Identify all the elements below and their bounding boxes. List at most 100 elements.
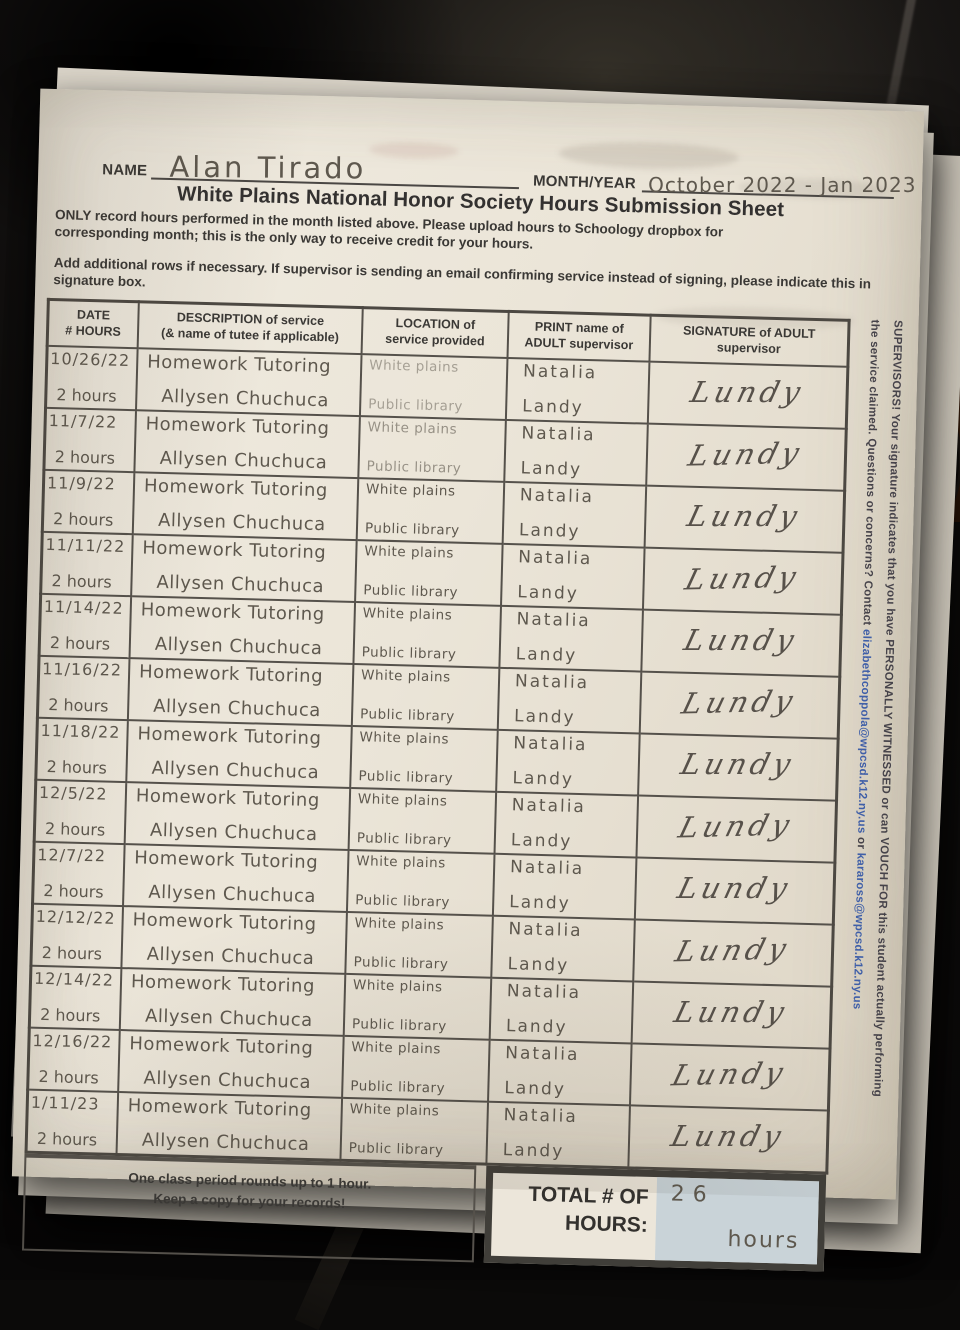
- location-cell: White plains Public library: [342, 1035, 490, 1102]
- supervisor-name-cell: Natalia Landy: [497, 667, 642, 734]
- supervisor-last-name: Landy: [513, 705, 576, 728]
- supervisor-first-name: Natalia: [513, 732, 588, 755]
- date-hours-cell: 11/9/22 2 hours: [42, 469, 135, 534]
- hours-text: 2 hours: [46, 756, 108, 778]
- supervisor-last-name: Landy: [521, 395, 585, 418]
- supervisor-first-name: Natalia: [522, 360, 598, 383]
- hours-text: 2 hours: [44, 818, 106, 840]
- location-line-2: Public library: [359, 705, 456, 725]
- table-and-sidebar: DATE # HOURS DESCRIPTION of service (& n…: [21, 297, 909, 1319]
- location-line-1: White plains: [362, 604, 453, 624]
- service-description-text: Homework Tutoring: [140, 598, 325, 625]
- description-cell: Homework Tutoring Allysen Chuchuca: [126, 719, 352, 788]
- supervisor-last-name: Landy: [520, 457, 583, 480]
- total-hours-handwritten-number: 26: [670, 1180, 715, 1208]
- total-hours-box: TOTAL # OF HOURS: 26 hours: [483, 1165, 827, 1272]
- signature-cell: Lundy: [644, 485, 845, 553]
- signature-cell: Lundy: [631, 980, 832, 1049]
- description-cell: Homework Tutoring Allysen Chuchuca: [123, 843, 349, 912]
- form-content: NAME Alan Tirado MONTH/YEAR October 2022…: [12, 89, 924, 1272]
- header-print-name: PRINT name of ADULT supervisor: [507, 310, 651, 362]
- service-description-text: Homework Tutoring: [135, 784, 321, 811]
- tutee-name-text: Allysen Chuchuca: [149, 819, 318, 845]
- hours-table: DATE # HOURS DESCRIPTION of service (& n…: [24, 297, 851, 1175]
- location-line-1: White plains: [369, 356, 459, 376]
- location-line-2: Public library: [355, 891, 451, 911]
- service-description-text: Homework Tutoring: [138, 660, 324, 687]
- date-text: 12/5/22: [38, 782, 108, 804]
- table-footer-row: One class period rounds up to 1 hour. Ke…: [21, 1153, 827, 1272]
- supervisor-first-name: Natalia: [518, 546, 593, 569]
- supervisor-name-cell: Natalia Landy: [496, 729, 640, 796]
- hours-text: 2 hours: [38, 1066, 100, 1087]
- supervisor-first-name: Natalia: [506, 980, 582, 1003]
- description-cell: Homework Tutoring Allysen Chuchuca: [119, 967, 346, 1036]
- date-text: 12/7/22: [37, 844, 107, 865]
- supervisor-signature: Lundy: [681, 559, 804, 597]
- location-line-2: Public library: [353, 953, 449, 973]
- supervisor-first-name: Natalia: [508, 918, 583, 941]
- location-cell: White plains Public library: [350, 725, 498, 792]
- date-hours-cell: 12/12/22 2 hours: [30, 903, 124, 968]
- supervisor-last-name: Landy: [510, 829, 573, 852]
- supervisor-signature: Lundy: [678, 683, 801, 721]
- location-line-2: Public library: [366, 457, 462, 477]
- date-hours-cell: 12/14/22 2 hours: [29, 965, 122, 1030]
- date-text: 1/11/23: [30, 1092, 100, 1114]
- supervisor-last-name: Landy: [515, 643, 578, 666]
- supervisor-signature: Lundy: [668, 1055, 791, 1093]
- signature-cell: Lundy: [641, 609, 842, 677]
- location-line-1: White plains: [356, 852, 446, 871]
- hours-text: 2 hours: [56, 384, 117, 406]
- date-text: 11/11/22: [45, 534, 126, 556]
- supervisor-signature: Lundy: [672, 931, 795, 969]
- description-cell: Homework Tutoring Allysen Chuchuca: [129, 595, 356, 664]
- date-hours-cell: 12/5/22 2 hours: [34, 779, 127, 844]
- supervisor-signature: Lundy: [680, 623, 802, 658]
- supervisor-first-name: Natalia: [514, 670, 590, 693]
- hours-text: 2 hours: [43, 880, 104, 902]
- supervisor-first-name: Natalia: [516, 608, 592, 631]
- signature-cell: Lundy: [636, 795, 837, 863]
- footer-note-cell: One class period rounds up to 1 hour. Ke…: [21, 1153, 477, 1262]
- location-line-1: White plains: [364, 542, 455, 562]
- date-hours-cell: 11/16/22 2 hours: [37, 655, 130, 720]
- supervisor-first-name: Natalia: [519, 484, 595, 507]
- location-line-1: White plains: [351, 1038, 442, 1057]
- signature-cell: Lundy: [646, 423, 847, 491]
- location-line-1: White plains: [357, 790, 448, 810]
- hours-text: 2 hours: [36, 1128, 98, 1149]
- location-cell: White plains Public library: [355, 539, 503, 606]
- supervisor-name-cell: Natalia Landy: [505, 357, 650, 424]
- location-cell: White plains Public library: [356, 477, 505, 544]
- supervisor-last-name: Landy: [512, 767, 575, 790]
- tutee-name-text: Allysen Chuchuca: [151, 757, 320, 783]
- supervisor-first-name: Natalia: [511, 794, 587, 817]
- supervisor-signature: Lundy: [674, 871, 796, 905]
- description-cell: Homework Tutoring Allysen Chuchuca: [118, 1029, 344, 1098]
- location-line-2: Public library: [356, 829, 452, 849]
- tutee-name-text: Allysen Chuchuca: [157, 509, 326, 535]
- signature-cell: Lundy: [629, 1042, 831, 1111]
- location-line-1: White plains: [354, 914, 445, 933]
- date-hours-cell: 11/14/22 2 hours: [39, 593, 132, 658]
- service-description-text: Homework Tutoring: [143, 474, 329, 501]
- total-hours-value-area: 26 hours: [654, 1176, 820, 1264]
- date-text: 11/16/22: [42, 658, 123, 680]
- total-hours-label: TOTAL # OF HOURS:: [528, 1182, 649, 1237]
- tutee-name-text: Allysen Chuchuca: [159, 447, 328, 473]
- supervisor-signature: Lundy: [687, 375, 809, 410]
- location-cell: White plains Public library: [346, 849, 495, 916]
- month-year-label: MONTH/YEAR: [532, 172, 637, 193]
- supervisor-signature: Lundy: [675, 807, 798, 845]
- tutee-name-text: Allysen Chuchuca: [154, 633, 323, 659]
- signature-cell: Lundy: [647, 361, 848, 429]
- date-text: 11/18/22: [40, 720, 121, 742]
- location-line-1: White plains: [365, 480, 456, 500]
- date-hours-cell: 11/18/22 2 hours: [35, 717, 128, 782]
- supervisor-last-name: Landy: [505, 1015, 568, 1038]
- tutee-name-text: Allysen Chuchuca: [156, 571, 325, 597]
- supervisor-name-cell: Natalia Landy: [494, 791, 639, 857]
- supervisor-name-cell: Natalia Landy: [492, 853, 637, 919]
- location-line-1: White plains: [359, 728, 450, 748]
